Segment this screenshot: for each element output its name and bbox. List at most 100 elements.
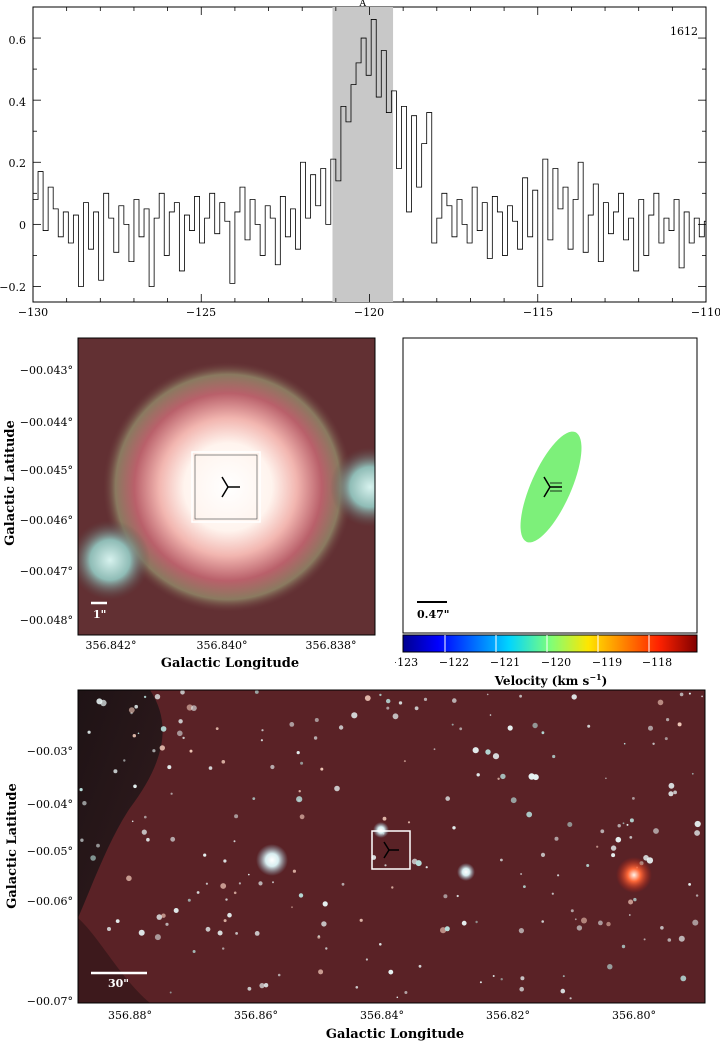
star	[223, 859, 227, 863]
star	[679, 692, 684, 697]
star	[472, 747, 479, 754]
star	[82, 801, 87, 806]
star	[652, 742, 655, 745]
star	[167, 765, 172, 770]
star	[132, 734, 136, 738]
star	[238, 882, 241, 885]
star	[351, 712, 358, 719]
star	[692, 919, 699, 926]
star	[668, 782, 675, 789]
y-tick-label: −00.04°	[27, 798, 73, 811]
spectrum-corner-label: 1612	[670, 25, 698, 38]
star	[196, 891, 200, 894]
star	[223, 919, 227, 923]
star	[528, 773, 535, 780]
star	[355, 986, 359, 989]
star	[557, 874, 560, 877]
star	[628, 899, 634, 905]
x-tick-label: 356.82°	[486, 1009, 530, 1022]
star	[523, 885, 526, 888]
star	[574, 918, 577, 921]
star	[459, 727, 463, 731]
star	[691, 772, 694, 775]
star	[440, 927, 447, 934]
wide-scale-label: 30"	[108, 977, 129, 990]
star	[617, 824, 621, 828]
source-marker-icon	[383, 841, 399, 859]
star	[272, 881, 274, 884]
wide-x-axis-title: Galactic Longitude	[326, 1027, 464, 1041]
spectrum-series-line	[33, 19, 706, 287]
star	[291, 906, 293, 909]
star	[386, 698, 391, 704]
star	[541, 731, 545, 735]
star	[570, 909, 574, 913]
star	[392, 713, 399, 720]
star	[423, 697, 428, 701]
star	[507, 725, 513, 731]
dark-lane	[78, 690, 163, 918]
star	[289, 722, 295, 727]
neighbor-star	[330, 447, 375, 527]
star	[444, 926, 450, 932]
x-tick-label: −115	[523, 306, 553, 319]
star	[263, 983, 269, 988]
x-tick-label: −130	[18, 306, 48, 319]
star	[571, 694, 577, 700]
star	[560, 988, 566, 994]
star	[221, 760, 226, 764]
x-tick-label: −110	[691, 306, 720, 319]
star	[688, 692, 691, 695]
star	[187, 898, 191, 902]
neighbor-star	[78, 520, 150, 600]
star	[452, 826, 456, 830]
star	[398, 701, 403, 705]
star	[259, 983, 265, 989]
star	[694, 820, 701, 828]
star	[133, 784, 137, 789]
star	[298, 893, 304, 898]
star	[485, 749, 491, 755]
star	[520, 976, 525, 981]
star	[562, 975, 565, 978]
source-box	[191, 451, 261, 523]
y-tick-label: −0.2	[0, 281, 26, 294]
star	[581, 917, 587, 924]
star	[254, 931, 260, 936]
star	[234, 814, 239, 819]
star	[215, 727, 219, 730]
colorbar	[402, 634, 698, 653]
star	[80, 838, 84, 842]
star	[298, 790, 301, 793]
star	[225, 898, 228, 901]
star	[526, 811, 533, 818]
star	[476, 773, 480, 777]
star	[607, 964, 613, 970]
star	[178, 719, 183, 724]
colorbar-tick-label: −118	[642, 656, 672, 669]
star	[115, 919, 120, 923]
star	[688, 883, 691, 886]
highlight-band	[332, 7, 394, 302]
star	[678, 935, 685, 942]
star	[254, 690, 259, 694]
star	[666, 718, 670, 722]
star	[621, 944, 626, 949]
star	[107, 927, 111, 931]
star	[500, 858, 503, 862]
star	[418, 964, 422, 968]
star	[653, 828, 659, 834]
star	[300, 761, 304, 765]
star	[404, 991, 408, 994]
star	[486, 693, 489, 696]
velocity-scale-label: 0.47"	[417, 608, 450, 621]
star	[189, 749, 193, 753]
red-star	[616, 857, 652, 893]
y-tick-label: −00.047°	[20, 565, 73, 578]
band-label: A	[359, 0, 367, 9]
star	[632, 797, 635, 800]
zoom-scale-label: 1"	[93, 608, 106, 621]
star	[479, 981, 482, 984]
star	[643, 938, 646, 941]
star	[606, 921, 611, 927]
